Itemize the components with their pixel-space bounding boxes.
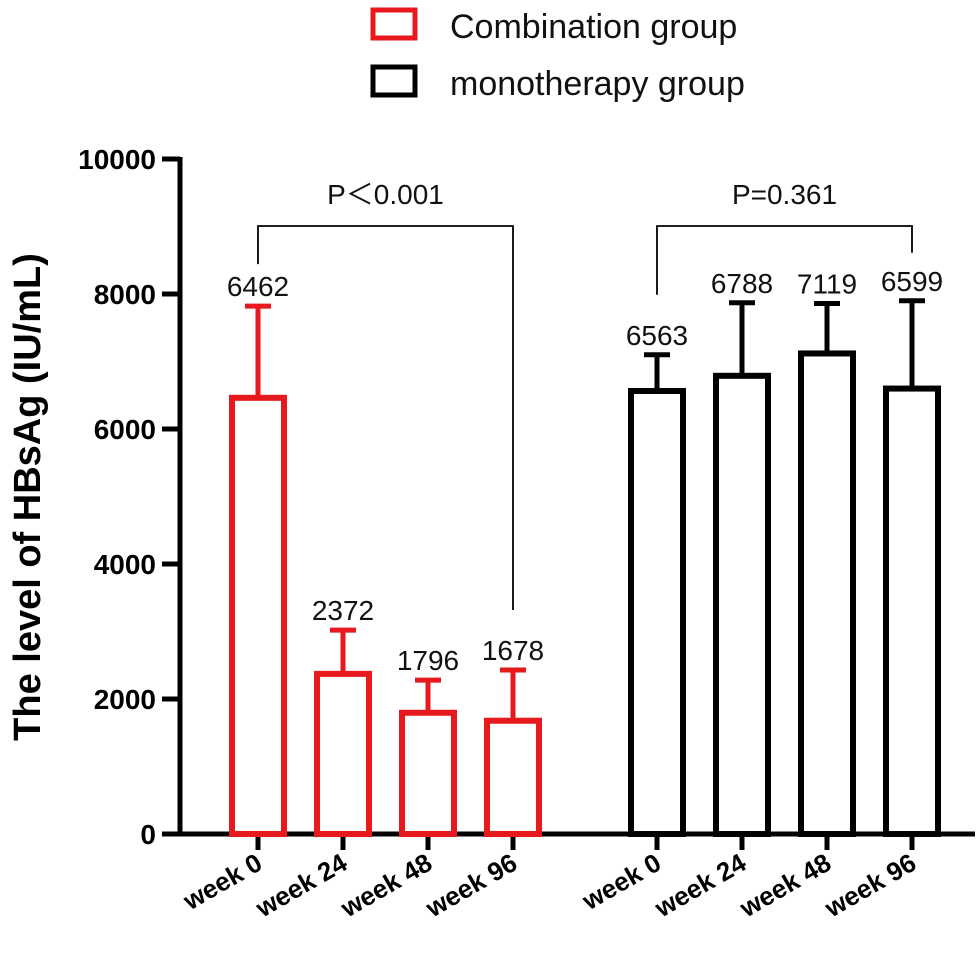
category-label: week 96 — [420, 847, 522, 923]
data-label: 6788 — [711, 268, 773, 299]
data-label: 6462 — [227, 271, 289, 302]
bar — [314, 670, 372, 838]
bar — [713, 372, 771, 837]
bars — [229, 298, 941, 838]
significance-bracket — [257, 225, 514, 610]
y-tick-label: 2000 — [94, 684, 156, 715]
bar — [883, 385, 941, 837]
data-label: 6563 — [626, 320, 688, 351]
bar — [798, 350, 856, 837]
legend-swatch-monotherapy — [370, 64, 418, 98]
data-label: 6599 — [881, 266, 943, 297]
p-value-label: P=0.361 — [732, 179, 837, 210]
y-tick-label: 6000 — [94, 414, 156, 445]
legend-label-monotherapy: monotherapy group — [450, 65, 745, 103]
legend: Combination group monotherapy group — [370, 7, 745, 103]
y-axis-label: The level of HBsAg (IU/mL) — [7, 253, 49, 741]
bar — [399, 709, 457, 838]
legend-swatch-combination — [370, 7, 418, 41]
category-label: week 24 — [250, 847, 353, 924]
significance-bracket — [656, 225, 913, 295]
bar — [628, 387, 686, 837]
y-tick-label: 8000 — [94, 279, 156, 310]
y-tick-label: 10000 — [78, 144, 156, 175]
category-label: week 48 — [335, 847, 437, 923]
bar — [484, 717, 542, 837]
legend-label-combination: Combination group — [450, 8, 737, 46]
y-tick-label: 0 — [140, 819, 156, 850]
bar — [229, 394, 287, 837]
category-label: week 48 — [734, 847, 836, 923]
category-label: week 0 — [177, 847, 267, 916]
y-tick-label: 4000 — [94, 549, 156, 580]
category-label: week 96 — [819, 847, 921, 923]
category-label: week 0 — [576, 847, 666, 916]
data-label: 1796 — [397, 645, 459, 676]
data-label: 7119 — [797, 268, 857, 299]
data-label: 1678 — [482, 635, 544, 666]
category-label: week 24 — [649, 847, 752, 924]
annotations: 6462 2372 1796 1678 P＜0.001 6563 6788 7119 6599 P… — [227, 179, 943, 676]
data-label: 2372 — [312, 595, 374, 626]
p-value-label: P＜0.001 — [327, 179, 444, 210]
